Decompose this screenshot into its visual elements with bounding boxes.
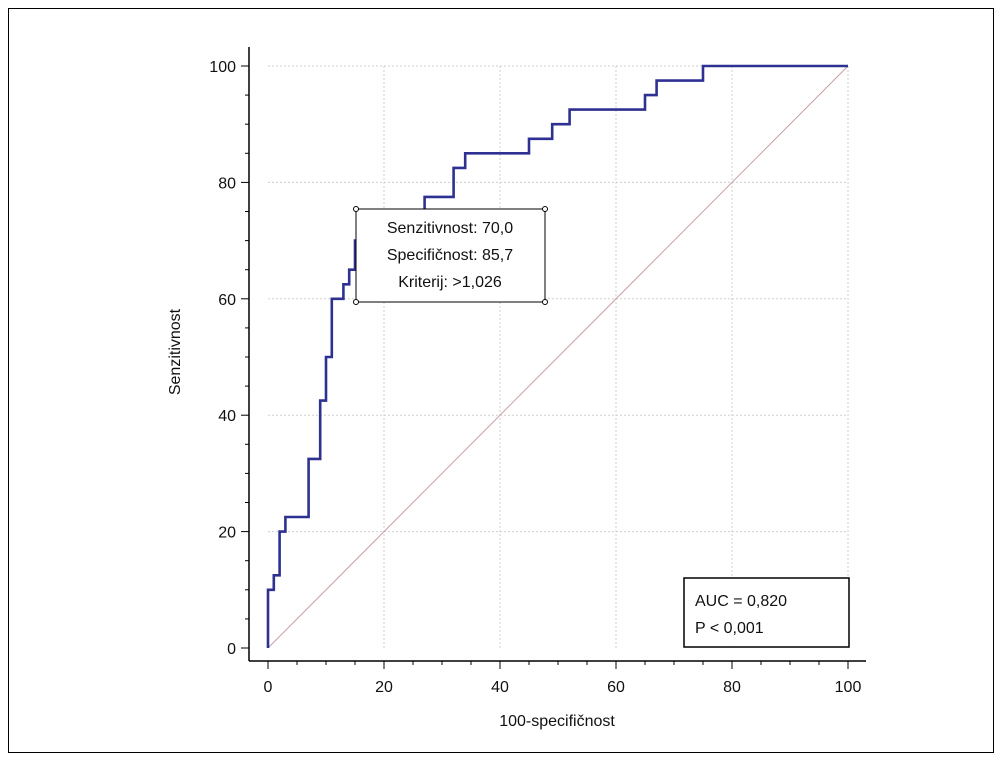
criterion-box: Senzitivnost: 70,0 Specifičnost: 85,7 Kr… [353,206,548,305]
x-tick-label: 80 [723,679,741,696]
y-tick-label: 20 [218,525,236,542]
criterion-box-border [355,208,546,303]
criterion-value: Kriterij: >1,026 [398,274,502,291]
y-tick-label: 80 [218,175,236,192]
criterion-specificity: Specifičnost: 85,7 [387,247,513,264]
x-axis-title: 100-specifičnost [499,713,615,730]
y-tick-label: 40 [218,408,236,425]
criterion-box-handle [353,299,359,305]
x-tick-label: 60 [607,679,625,696]
x-tick-label: 20 [375,679,393,696]
diagonal-reference-line [267,65,849,649]
criterion-box-handle [542,206,548,212]
criterion-box-handle [542,299,548,305]
auc-value: AUC = 0,820 [695,593,787,610]
y-tick-label: 100 [209,59,236,76]
criterion-sensitivity: Senzitivnost: 70,0 [387,220,513,237]
auc-box: AUC = 0,820 P < 0,001 [683,577,850,648]
axes [248,47,866,662]
x-tick-label: 40 [491,679,509,696]
p-value: P < 0,001 [695,620,764,637]
x-tick-label: 100 [835,679,862,696]
auc-box-border [683,577,850,648]
reference-line [267,65,849,649]
x-tick-label: 0 [264,679,273,696]
ticks: 0 20 40 60 80 100 0 20 40 60 80 100 [209,59,861,696]
y-axis-title: Senzitivnost [167,308,184,395]
figure-frame [8,8,994,753]
criterion-box-handle [353,206,359,212]
y-tick-label: 60 [218,292,236,309]
roc-curve [266,64,848,648]
roc-series-line [266,64,848,648]
y-tick-label: 0 [227,641,236,658]
